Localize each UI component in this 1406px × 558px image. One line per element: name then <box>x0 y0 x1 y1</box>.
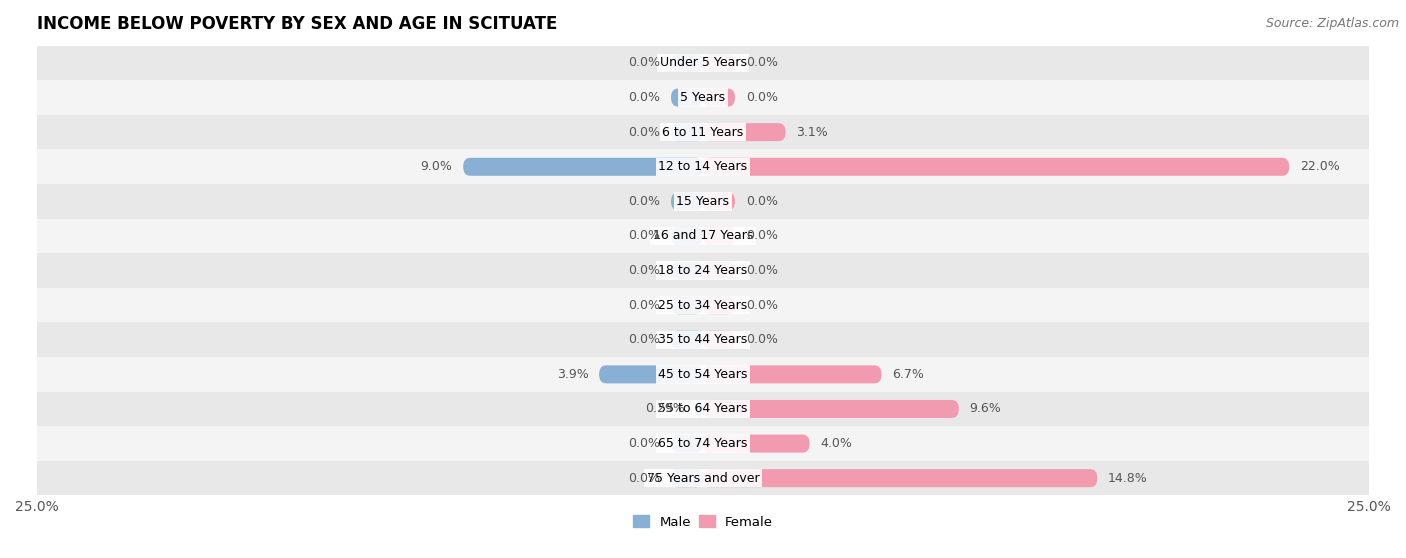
Text: INCOME BELOW POVERTY BY SEX AND AGE IN SCITUATE: INCOME BELOW POVERTY BY SEX AND AGE IN S… <box>37 15 557 33</box>
FancyBboxPatch shape <box>671 469 703 487</box>
Text: 22.0%: 22.0% <box>1301 160 1340 174</box>
Text: 9.6%: 9.6% <box>970 402 1001 416</box>
Text: 0.0%: 0.0% <box>745 56 778 69</box>
Text: 6 to 11 Years: 6 to 11 Years <box>662 126 744 139</box>
Text: 0.0%: 0.0% <box>628 229 661 243</box>
Text: 4.0%: 4.0% <box>820 437 852 450</box>
FancyBboxPatch shape <box>671 54 703 72</box>
Text: 5 Years: 5 Years <box>681 91 725 104</box>
Text: 3.9%: 3.9% <box>557 368 589 381</box>
Text: 0.0%: 0.0% <box>628 91 661 104</box>
Text: 6.7%: 6.7% <box>893 368 924 381</box>
Text: 0.29%: 0.29% <box>645 402 685 416</box>
FancyBboxPatch shape <box>703 123 786 141</box>
Bar <box>37 46 1369 80</box>
Text: 25 to 34 Years: 25 to 34 Years <box>658 299 748 312</box>
Text: 15 Years: 15 Years <box>676 195 730 208</box>
Text: 18 to 24 Years: 18 to 24 Years <box>658 264 748 277</box>
Text: 65 to 74 Years: 65 to 74 Years <box>658 437 748 450</box>
FancyBboxPatch shape <box>671 227 703 245</box>
FancyBboxPatch shape <box>463 158 703 176</box>
Bar <box>37 184 1369 219</box>
Bar <box>37 115 1369 150</box>
FancyBboxPatch shape <box>703 469 1097 487</box>
FancyBboxPatch shape <box>703 365 882 383</box>
FancyBboxPatch shape <box>671 193 703 210</box>
Bar <box>37 150 1369 184</box>
Text: Source: ZipAtlas.com: Source: ZipAtlas.com <box>1265 17 1399 30</box>
Text: 0.0%: 0.0% <box>628 56 661 69</box>
Text: 0.0%: 0.0% <box>628 437 661 450</box>
Text: 75 Years and over: 75 Years and over <box>647 472 759 485</box>
Legend: Male, Female: Male, Female <box>627 510 779 534</box>
FancyBboxPatch shape <box>671 262 703 280</box>
Text: 0.0%: 0.0% <box>628 126 661 139</box>
FancyBboxPatch shape <box>671 123 703 141</box>
Text: 16 and 17 Years: 16 and 17 Years <box>652 229 754 243</box>
Text: 45 to 54 Years: 45 to 54 Years <box>658 368 748 381</box>
Text: 0.0%: 0.0% <box>745 333 778 347</box>
Text: 12 to 14 Years: 12 to 14 Years <box>658 160 748 174</box>
Bar <box>37 288 1369 323</box>
Text: 9.0%: 9.0% <box>420 160 453 174</box>
Bar <box>37 357 1369 392</box>
FancyBboxPatch shape <box>703 89 735 107</box>
Bar <box>37 323 1369 357</box>
FancyBboxPatch shape <box>703 296 735 314</box>
Bar <box>37 392 1369 426</box>
FancyBboxPatch shape <box>703 262 735 280</box>
Text: 0.0%: 0.0% <box>745 299 778 312</box>
FancyBboxPatch shape <box>703 54 735 72</box>
Text: 3.1%: 3.1% <box>796 126 828 139</box>
Text: 0.0%: 0.0% <box>745 264 778 277</box>
Text: Under 5 Years: Under 5 Years <box>659 56 747 69</box>
Bar <box>37 461 1369 496</box>
Text: 0.0%: 0.0% <box>745 229 778 243</box>
Text: 55 to 64 Years: 55 to 64 Years <box>658 402 748 416</box>
Text: 0.0%: 0.0% <box>628 333 661 347</box>
FancyBboxPatch shape <box>703 400 959 418</box>
Text: 0.0%: 0.0% <box>628 195 661 208</box>
Text: 0.0%: 0.0% <box>628 299 661 312</box>
FancyBboxPatch shape <box>703 158 1289 176</box>
Text: 0.0%: 0.0% <box>628 472 661 485</box>
FancyBboxPatch shape <box>671 89 703 107</box>
FancyBboxPatch shape <box>671 296 703 314</box>
FancyBboxPatch shape <box>703 435 810 453</box>
Bar <box>37 253 1369 288</box>
Text: 0.0%: 0.0% <box>745 195 778 208</box>
FancyBboxPatch shape <box>671 331 703 349</box>
Text: 35 to 44 Years: 35 to 44 Years <box>658 333 748 347</box>
Text: 14.8%: 14.8% <box>1108 472 1147 485</box>
FancyBboxPatch shape <box>703 331 735 349</box>
Text: 0.0%: 0.0% <box>628 264 661 277</box>
FancyBboxPatch shape <box>703 227 735 245</box>
FancyBboxPatch shape <box>599 365 703 383</box>
FancyBboxPatch shape <box>671 435 703 453</box>
Bar <box>37 426 1369 461</box>
FancyBboxPatch shape <box>703 193 735 210</box>
Bar <box>37 219 1369 253</box>
Bar <box>37 80 1369 115</box>
Text: 0.0%: 0.0% <box>745 91 778 104</box>
FancyBboxPatch shape <box>696 400 703 418</box>
